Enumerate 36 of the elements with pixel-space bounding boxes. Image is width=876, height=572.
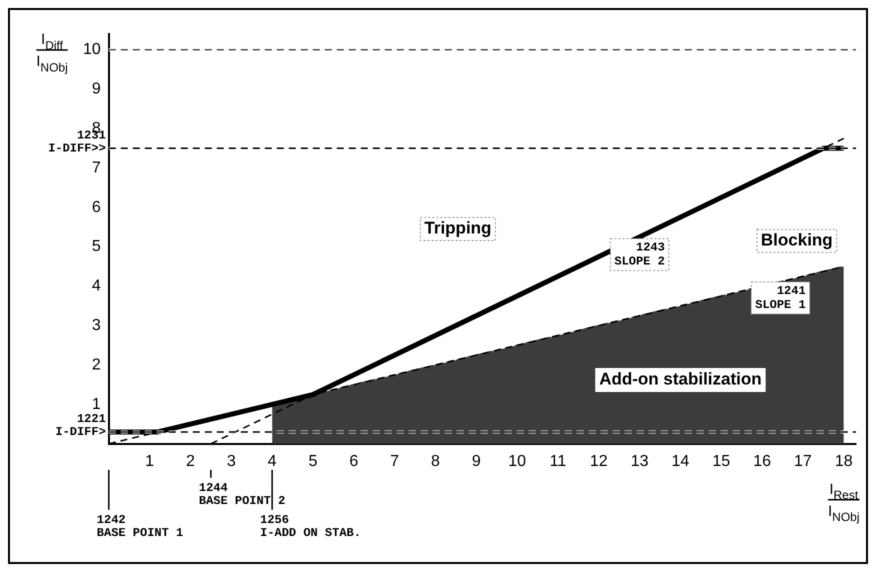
x-tick-label: 14 [672,452,690,470]
y-tick-label: 5 [92,238,101,256]
annotation: Tripping [424,218,492,238]
x-tick-label: 12 [590,452,608,470]
y-tick-label: 4 [92,278,101,295]
y-tick-label: 7 [92,159,101,176]
x-tick-label: 3 [226,452,236,470]
x-tick-label: 8 [430,452,440,470]
ref-line-label: 1221 I-DIFF> [55,412,106,439]
y-tick-label: 6 [92,198,101,216]
series-label: Add-on stabilization [599,370,762,389]
x-tick-label: 10 [508,452,526,470]
x-tick-label: 1 [145,452,154,470]
y-tick-label: 10 [83,41,101,58]
y-tick-label: 2 [92,356,101,374]
ref-line-label: 1242 BASE POINT 1 [96,512,184,540]
x-tick-label: 2 [186,452,196,470]
ref-line-label: 1244 BASE POINT 2 [198,480,286,508]
annotation: 1241 SLOPE 1 [755,284,806,312]
y-tick-label: 9 [92,80,101,98]
x-tick-label: 16 [753,452,772,470]
annotation: 1243 SLOPE 2 [614,240,665,269]
annotation: Blocking [760,230,833,250]
x-tick-label: 11 [550,452,566,470]
y-tick-label: 3 [92,316,101,334]
ref-line-label: 1256 I-ADD ON STAB. [260,512,361,540]
x-tick-label: 7 [390,452,400,470]
x-tick-label: 6 [349,452,358,470]
x-tick-label: 17 [794,452,812,470]
x-tick-label: 4 [268,452,277,470]
x-tick-label: 13 [630,452,649,470]
x-tick-label: 18 [834,452,853,470]
y-tick-label: 1 [92,396,101,413]
x-tick-label: 9 [472,452,481,470]
x-tick-label: 5 [308,452,318,470]
x-tick-label: 15 [712,452,730,470]
